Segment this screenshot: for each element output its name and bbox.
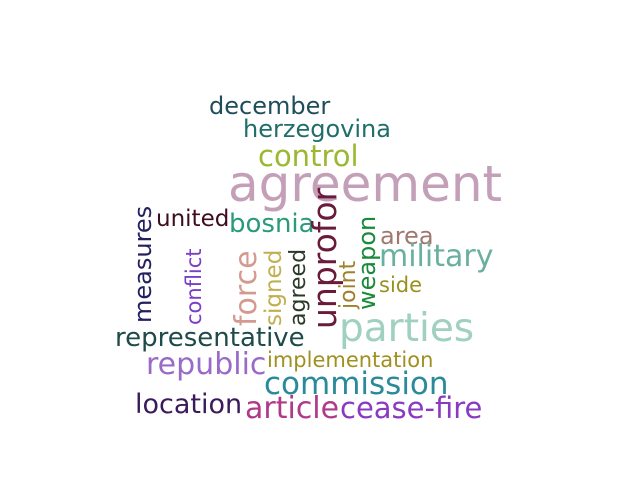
word-weapon: weapon — [353, 215, 381, 310]
word-december: december — [209, 92, 331, 120]
word-representative: representative — [115, 323, 305, 353]
word-control: control — [258, 139, 359, 173]
word-signed: signed — [261, 249, 287, 326]
word-conflict: conflict — [182, 248, 206, 325]
word-location: location — [135, 389, 243, 420]
word-article: article — [245, 391, 340, 426]
word-herzegovina: herzegovina — [243, 115, 391, 143]
word-force: force — [229, 250, 264, 326]
word-republic: republic — [146, 347, 267, 382]
word-military: military — [379, 239, 494, 274]
word-side: side — [379, 273, 423, 297]
word-agreement: agreement — [228, 155, 503, 213]
word-area: area — [380, 222, 434, 250]
word-commission: commission — [264, 366, 449, 402]
word-ceasefire: cease-fire — [340, 391, 483, 425]
word-parties: parties — [339, 306, 475, 351]
word-united: united — [156, 206, 230, 232]
word-implementation: implementation — [267, 348, 434, 372]
word-measures: measures — [129, 205, 157, 323]
word-bosnia: bosnia — [229, 209, 315, 239]
